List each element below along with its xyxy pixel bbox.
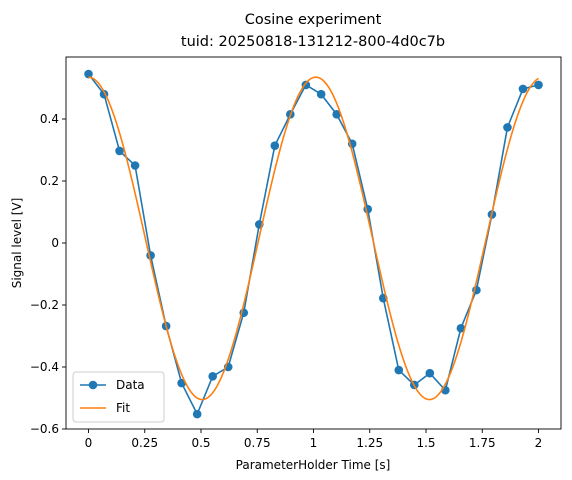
data-point [503,123,512,132]
chart-subtitle: tuid: 20250818-131212-800-4d0c7b [181,34,445,50]
y-tick-label: −0.2 [30,298,59,312]
x-tick-label: 1.75 [469,436,496,450]
x-tick-label: 1.5 [416,436,435,450]
data-point [115,146,124,156]
data-point [270,141,280,150]
data-point [130,161,140,170]
data-point [394,365,404,375]
data-point [192,409,202,419]
x-tick-label: 2 [535,436,543,450]
y-tick-label: 0 [51,236,59,250]
data-point [84,69,93,79]
plot-area [84,69,543,419]
legend-data-marker [88,380,98,390]
x-tick-label: 0.5 [191,436,210,450]
legend-fit-label: Fit [116,401,130,415]
fit-series-line [88,76,539,401]
data-series-line [87,73,539,417]
data-point [316,89,326,99]
x-tick-label: 0.75 [244,436,271,450]
plot-content [84,69,543,419]
x-tick-label: 0 [85,436,93,450]
data-point [534,80,543,90]
data-point [208,372,217,381]
y-tick-label: 0.2 [40,174,59,188]
data-point [518,84,528,94]
chart-title: Cosine experiment [245,12,382,28]
x-tick-label: 0.25 [131,436,158,450]
data-point [332,110,341,119]
data-point [456,323,466,333]
y-tick-label: −0.4 [30,360,59,374]
x-tick-label: 1 [310,436,318,450]
legend: Data Fit [72,371,165,423]
x-tick-label: 1.25 [356,436,383,450]
axes: 0 0.25 0.5 0.75 1 1.25 1.5 1.75 2 −0.6 −0.4 −0.2 0 0.… [30,56,562,450]
y-tick-label: 0.4 [40,112,59,126]
legend-data-label: Data [116,378,145,392]
y-tick-label: −0.6 [30,422,59,436]
data-point [425,368,435,378]
y-axis-label: Signal level [V] [10,198,24,289]
x-axis-label: ParameterHolder Time [s] [236,458,391,472]
